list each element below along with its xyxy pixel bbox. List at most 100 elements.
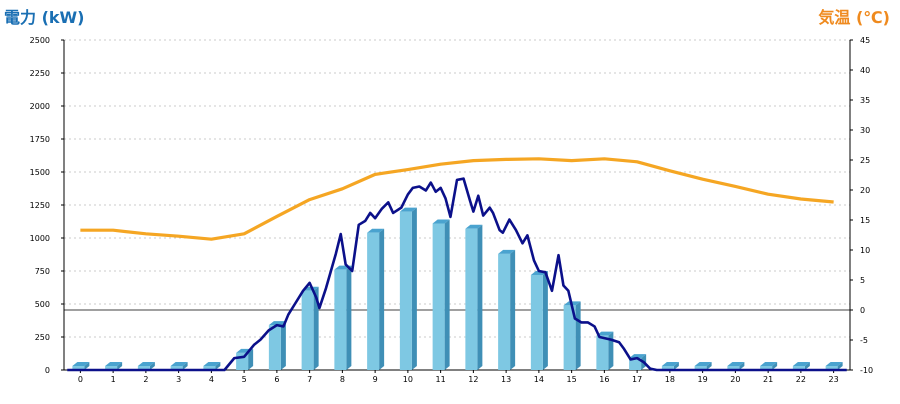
bar-top <box>825 362 843 366</box>
left-tick-label: 0 <box>45 366 50 375</box>
left-tick-label: 500 <box>35 300 50 309</box>
right-tick-label: 10 <box>860 246 870 255</box>
right-tick-label: -10 <box>860 366 873 375</box>
bar-top <box>792 362 810 366</box>
right-tick-label: 5 <box>860 276 865 285</box>
bar <box>170 366 183 370</box>
left-tick-label: 1250 <box>30 201 50 210</box>
bar-top <box>465 224 483 229</box>
x-tick-label: 2 <box>143 375 148 384</box>
bar <box>727 366 740 370</box>
x-tick-label: 22 <box>796 375 806 384</box>
x-tick-label: 13 <box>501 375 511 384</box>
bar <box>760 366 773 370</box>
bar <box>694 366 707 370</box>
bar-side <box>772 362 778 370</box>
x-tick-label: 14 <box>534 375 544 384</box>
bar-side <box>477 224 483 370</box>
right-tick-label: 20 <box>860 186 870 195</box>
bar-side <box>182 362 188 370</box>
right-tick-label: 35 <box>860 96 870 105</box>
bar-side <box>411 207 417 370</box>
bar-top <box>105 362 123 366</box>
bar-top <box>203 362 221 366</box>
left-tick-label: 2000 <box>30 102 50 111</box>
x-tick-label: 6 <box>274 375 279 384</box>
bar <box>203 366 216 370</box>
x-tick-label: 18 <box>665 375 675 384</box>
bar-side <box>248 348 254 370</box>
bar <box>301 290 314 370</box>
x-tick-label: 1 <box>111 375 116 384</box>
right-tick-label: -5 <box>860 336 868 345</box>
bar <box>399 211 412 370</box>
bar <box>629 358 642 370</box>
bar-side <box>673 362 679 370</box>
bar <box>72 366 85 370</box>
left-tick-label: 2250 <box>30 69 50 78</box>
left-tick-label: 1750 <box>30 135 50 144</box>
bar <box>792 366 805 370</box>
bar-side <box>346 265 352 370</box>
right-tick-label: 45 <box>860 36 870 45</box>
temperature-line <box>80 157 834 241</box>
bar-side <box>542 270 548 370</box>
right-tick-label: 0 <box>860 306 865 315</box>
bar-top <box>629 354 647 359</box>
bar <box>596 335 609 370</box>
power-line <box>67 177 847 372</box>
x-tick-label: 23 <box>829 375 839 384</box>
bar-side <box>608 331 614 370</box>
right-tick-label: 25 <box>860 156 870 165</box>
bar-side <box>706 362 712 370</box>
bar-side <box>575 301 581 370</box>
right-axis-title: 気温 (℃) <box>818 8 890 27</box>
bar-top <box>661 362 679 366</box>
bar-top <box>596 331 614 336</box>
left-tick-label: 1000 <box>30 234 50 243</box>
bar-side <box>739 362 745 370</box>
bar <box>334 269 347 370</box>
bar <box>268 325 281 370</box>
x-tick-label: 15 <box>567 375 577 384</box>
bar-top <box>268 321 286 326</box>
x-tick-label: 5 <box>242 375 247 384</box>
bar-top <box>727 362 745 366</box>
bar-side <box>280 321 286 370</box>
left-tick-label: 1500 <box>30 168 50 177</box>
bar-side <box>215 362 221 370</box>
x-tick-label: 11 <box>436 375 446 384</box>
left-axis-title: 電力 (kW) <box>4 8 85 27</box>
right-tick-label: 30 <box>860 126 870 135</box>
right-tick-label: 40 <box>860 66 870 75</box>
bar-side <box>444 219 450 370</box>
bar-top <box>399 207 417 212</box>
bar-top <box>498 249 516 254</box>
bar-top <box>137 362 155 366</box>
bar <box>432 223 445 370</box>
bar-top <box>170 362 188 366</box>
bar <box>498 253 511 370</box>
x-tick-label: 20 <box>730 375 740 384</box>
x-tick-label: 0 <box>78 375 83 384</box>
bar <box>137 366 150 370</box>
x-tick-label: 9 <box>373 375 378 384</box>
left-tick-label: 250 <box>35 333 50 342</box>
bar-side <box>510 249 516 370</box>
bar-side <box>84 362 90 370</box>
bar <box>530 274 543 370</box>
bar-top <box>432 219 450 224</box>
left-tick-label: 750 <box>35 267 50 276</box>
bar-side <box>149 362 155 370</box>
right-tick-label: 15 <box>860 216 870 225</box>
bar <box>367 232 380 370</box>
x-tick-label: 17 <box>632 375 642 384</box>
bar <box>661 366 674 370</box>
x-tick-label: 7 <box>307 375 312 384</box>
left-tick-label: 2500 <box>30 36 50 45</box>
bar-top <box>760 362 778 366</box>
bar-side <box>837 362 843 370</box>
x-tick-label: 8 <box>340 375 345 384</box>
